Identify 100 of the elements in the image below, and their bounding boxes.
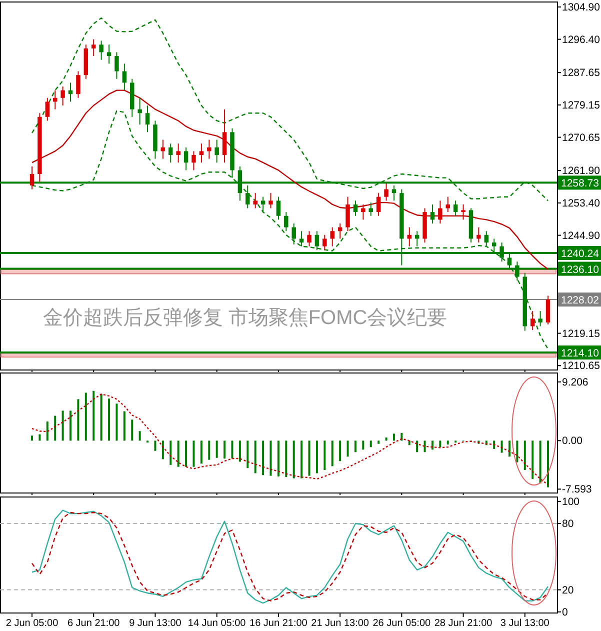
bar [62, 410, 64, 441]
candlestick [222, 108, 227, 164]
candlestick [292, 222, 296, 245]
y-tick-label: 1279.15 [562, 99, 600, 112]
bar [262, 440, 264, 476]
y-tick-label: 0.00 [562, 435, 583, 448]
candlestick [299, 230, 304, 247]
candlestick [106, 44, 112, 64]
bar [192, 440, 195, 467]
candlestick [45, 97, 50, 122]
candlestick [546, 295, 550, 325]
line-series [31, 393, 549, 486]
x-tick-label: 21 Jun 13:00 [311, 618, 370, 629]
candlestick [461, 204, 466, 220]
ref-line-label: 1236.10 [561, 264, 600, 276]
bar [270, 440, 272, 476]
bar [300, 440, 303, 478]
bar [185, 440, 188, 467]
bar [385, 437, 388, 441]
x-tick-label: 6 Jun 21:00 [67, 618, 120, 629]
candlestick [330, 226, 334, 247]
candlestick [453, 200, 458, 216]
y-tick-label: 80 [562, 518, 574, 530]
x-tick-label: 3 Jul 13:00 [500, 618, 550, 629]
candlestick [30, 166, 34, 190]
y-tick-label: 1244.90 [562, 230, 600, 242]
bar [231, 440, 234, 459]
bar [200, 440, 202, 464]
candlestick [60, 86, 65, 106]
bar [138, 431, 141, 441]
x-tick-label: 28 Jun 21:00 [434, 618, 493, 629]
ref-line-label: 1240.24 [561, 248, 600, 260]
candlestick [192, 150, 196, 171]
bar [316, 440, 318, 474]
bar [524, 440, 526, 470]
candlestick [76, 70, 80, 98]
bar [108, 398, 110, 441]
bar [346, 440, 349, 457]
candlestick [138, 97, 142, 126]
candlestick [268, 192, 273, 209]
bar [170, 440, 172, 465]
candlestick [176, 143, 180, 164]
candlestick [91, 38, 96, 57]
bar [77, 399, 80, 441]
y-tick-label: 20 [562, 584, 574, 596]
candlestick [122, 63, 127, 91]
y-tick-label: 1304.90 [562, 1, 600, 14]
bar [532, 440, 534, 479]
line-series [31, 90, 549, 270]
bar [439, 440, 442, 448]
bar [324, 440, 326, 470]
bar [224, 440, 226, 459]
ref-line-label: 1258.73 [561, 178, 600, 190]
bar [424, 440, 426, 452]
x-tick-label: 16 Jun 21:00 [250, 618, 308, 629]
bar [446, 440, 449, 444]
bar [508, 440, 510, 457]
y-tick-label: 1210.65 [562, 360, 600, 372]
x-tick-label: 2 Jun 05:00 [6, 618, 59, 629]
bar [116, 404, 118, 441]
y-tick-label: 1287.65 [562, 67, 600, 80]
bar [339, 440, 342, 462]
ref-line-label: 1228.02 [561, 294, 600, 307]
candlestick [361, 204, 366, 220]
bar [308, 440, 310, 476]
y-tick-label: 1219.15 [562, 328, 600, 340]
bar [539, 440, 542, 484]
bar [362, 440, 364, 450]
bar [416, 440, 418, 452]
candlestick [476, 226, 481, 244]
candlestick [346, 196, 350, 232]
bar [246, 440, 249, 468]
candlestick [199, 143, 204, 164]
candlestick [307, 230, 312, 247]
candlestick [260, 196, 266, 213]
candlestick [314, 230, 320, 251]
x-tick-label: 9 Jun 13:00 [129, 618, 182, 629]
bar [547, 440, 549, 488]
y-tick-label: 9.206 [562, 376, 588, 388]
candlestick [438, 200, 442, 224]
bar [54, 416, 56, 441]
bar [370, 440, 372, 448]
bar [162, 440, 164, 460]
bar [177, 440, 180, 467]
candlestick [430, 204, 435, 224]
candlestick [145, 105, 150, 133]
bar [431, 440, 434, 450]
annotation: 金价超跌后反弹修复 市场聚焦FOMC会议纪要 [42, 307, 448, 329]
y-tick-label: 1253.40 [562, 197, 600, 210]
x-tick-label: 26 Jun 05:00 [372, 618, 432, 629]
bar [123, 411, 126, 441]
bar [84, 392, 87, 441]
bar [154, 440, 156, 451]
ref-line-label: 1214.10 [561, 347, 600, 360]
y-tick-label: -7.593 [562, 484, 592, 496]
y-tick-label: 1261.90 [562, 165, 600, 178]
candlestick [276, 196, 281, 220]
bar [285, 440, 288, 478]
candlestick [214, 139, 219, 164]
bar [354, 440, 356, 452]
